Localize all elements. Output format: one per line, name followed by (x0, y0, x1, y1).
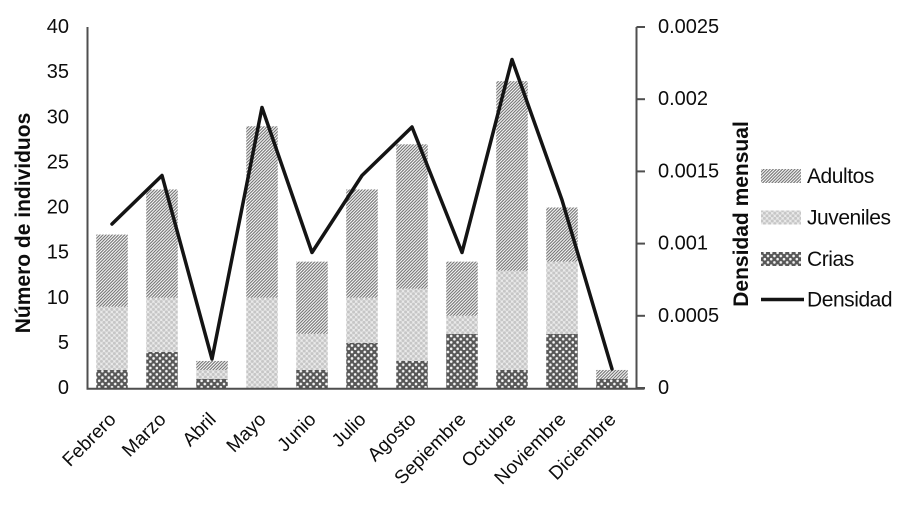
svg-text:Abril: Abril (179, 409, 221, 451)
svg-text:Número de individuos: Número de individuos (12, 113, 35, 334)
svg-text:Mayo: Mayo (223, 409, 271, 457)
svg-text:15: 15 (47, 242, 69, 264)
svg-text:0.0015: 0.0015 (658, 160, 719, 182)
svg-text:5: 5 (58, 332, 69, 354)
svg-text:0: 0 (658, 377, 669, 399)
svg-text:20: 20 (47, 197, 69, 219)
svg-text:30: 30 (47, 106, 69, 128)
svg-text:0.0005: 0.0005 (658, 305, 719, 327)
svg-text:35: 35 (47, 61, 69, 83)
svg-text:Crias: Crias (807, 248, 854, 271)
svg-text:Marzo: Marzo (118, 409, 170, 461)
svg-text:10: 10 (47, 287, 69, 309)
svg-text:Junio: Junio (274, 409, 321, 456)
svg-text:0.0025: 0.0025 (658, 16, 719, 38)
svg-text:40: 40 (47, 16, 69, 38)
svg-text:0.001: 0.001 (658, 233, 708, 255)
svg-text:Adultos: Adultos (807, 165, 874, 188)
svg-text:0.002: 0.002 (658, 88, 708, 110)
svg-text:Densidad: Densidad (807, 289, 892, 312)
svg-text:Juveniles: Juveniles (807, 207, 891, 230)
svg-text:Densidad mensual: Densidad mensual (730, 121, 753, 307)
svg-text:Julio: Julio (328, 409, 370, 451)
svg-text:25: 25 (47, 151, 69, 173)
svg-text:0: 0 (58, 377, 69, 399)
svg-text:Febrero: Febrero (59, 409, 121, 471)
